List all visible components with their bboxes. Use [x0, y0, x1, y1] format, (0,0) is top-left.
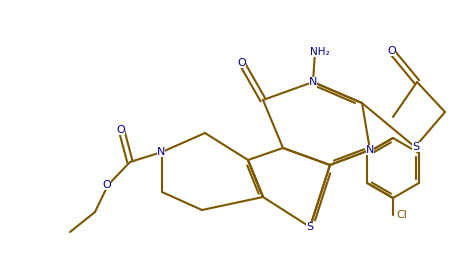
Text: O: O — [388, 46, 396, 56]
Text: O: O — [116, 125, 125, 135]
Text: O: O — [237, 58, 246, 68]
Text: O: O — [103, 179, 111, 190]
Text: N: N — [157, 147, 165, 157]
Text: N: N — [309, 77, 317, 87]
Text: S: S — [413, 141, 419, 152]
Text: Cl: Cl — [396, 210, 407, 219]
Text: NH₂: NH₂ — [310, 47, 330, 57]
Text: S: S — [306, 222, 314, 232]
Text: N: N — [366, 145, 374, 155]
